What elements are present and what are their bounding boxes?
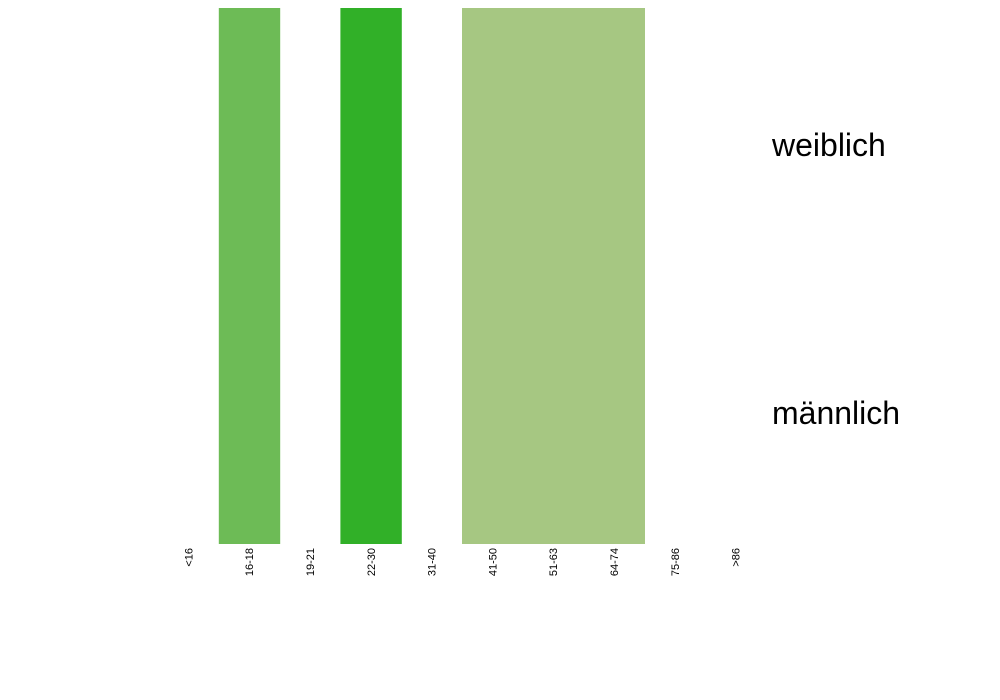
x-tick-label: >86: [731, 548, 743, 567]
row-label-weiblich: weiblich: [771, 127, 886, 163]
x-tick-label: 51-63: [548, 548, 560, 576]
x-tick-label: 75-86: [670, 548, 682, 576]
x-axis-tick-labels: <16 16-18 19-21 22-30 31-40 41-50 51-63 64-74 75…: [183, 548, 742, 576]
x-tick-label: 64-74: [609, 548, 621, 576]
heatmap-cell-51-63: [522, 8, 585, 544]
x-tick-label: 16-18: [244, 548, 256, 576]
heatmap-cell-41-50: [462, 8, 524, 544]
x-tick-label: 22-30: [366, 548, 378, 576]
x-tick-label: 19-21: [305, 548, 317, 576]
heatmap-cell-22-30: [340, 8, 402, 544]
x-tick-label: 31-40: [427, 548, 439, 576]
heatmap-cell-64-74: [583, 8, 645, 544]
heatmap-cell-16-18: [218, 8, 281, 544]
x-tick-label: <16: [183, 548, 195, 567]
row-label-maennlich: männlich: [772, 395, 900, 431]
heatmap-cells: [218, 8, 645, 544]
x-tick-label: 41-50: [487, 548, 499, 576]
